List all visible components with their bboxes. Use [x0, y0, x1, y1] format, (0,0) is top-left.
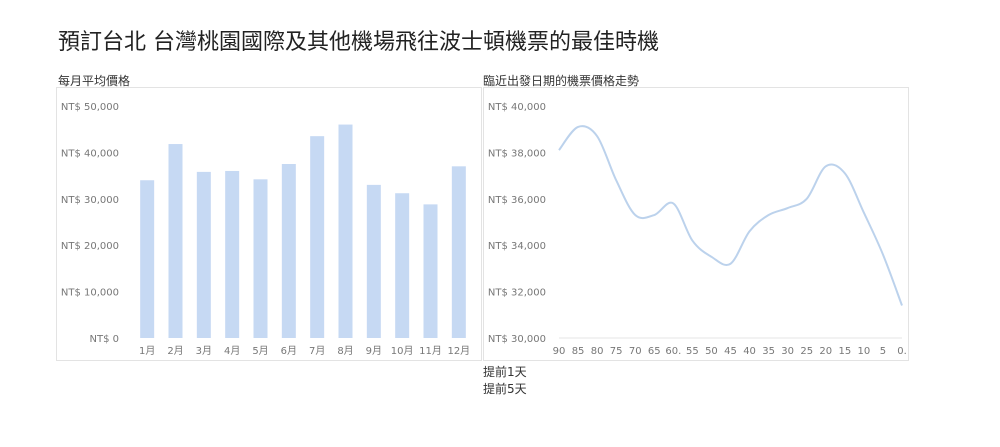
bar-x-tick-label: 11月 — [419, 345, 442, 357]
line-x-tick-label: 0. — [897, 346, 907, 357]
bar-7 — [310, 136, 325, 338]
bar-11 — [423, 204, 438, 338]
page-title: 預訂台北 台灣桃園國際及其他機場飛往波士頓機票的最佳時機 — [58, 30, 659, 55]
bar-8 — [338, 124, 353, 338]
bar-x-tick-label: 5月 — [252, 345, 268, 357]
line-x-tick-label: 50 — [705, 346, 718, 357]
line-x-tick-label: 10 — [858, 346, 871, 357]
bar-x-tick-label: 2月 — [167, 345, 183, 357]
bar-x-tick-label: 6月 — [281, 345, 297, 357]
bar-3 — [196, 171, 211, 338]
bar-y-tick-label: NT$ 40,000 — [61, 148, 119, 159]
price-trend-chart-panel: NT$ 30,000 NT$ 32,000 NT$ 34,000 NT$ 36,000… — [483, 87, 909, 361]
bar-x-tick-label: 4月 — [224, 345, 240, 357]
line-x-tick-label: 80 — [591, 346, 604, 357]
line-x-tick-label: 5 — [880, 346, 886, 357]
line-x-tick-label: 30 — [781, 346, 794, 357]
line-y-tick-label: NT$ 38,000 — [488, 148, 546, 159]
bar-y-tick-label: NT$ 0 — [90, 334, 120, 345]
line-x-tick-label: 45 — [724, 346, 737, 357]
line-x-tick-label: 15 — [838, 346, 851, 357]
line-x-tick-label: 75 — [610, 346, 623, 357]
line-y-tick-label: NT$ 36,000 — [488, 195, 546, 206]
price-trend-line-chart: NT$ 30,000 NT$ 32,000 NT$ 34,000 NT$ 36,000… — [488, 102, 907, 357]
bar-5 — [253, 179, 268, 338]
bar-9 — [366, 184, 381, 338]
bar-x-tick-label: 3月 — [196, 345, 212, 357]
line-x-tick-label: 85 — [572, 346, 585, 357]
bar-x-tick-label: 9月 — [366, 345, 382, 357]
line-x-tick-label: 65 — [648, 346, 661, 357]
bar-y-tick-label: NT$ 50,000 — [61, 102, 119, 113]
bar-x-tick-label: 12月 — [447, 345, 470, 357]
monthly-price-bar-chart: NT$ 0 NT$ 10,000 NT$ 20,000 NT$ 30,000 NT$ 4… — [61, 102, 470, 357]
bar-6 — [281, 164, 296, 338]
footnote-5-days: 提前5天 — [483, 382, 527, 396]
bar-x-tick-label: 1月 — [139, 345, 155, 357]
line-x-tick-label: 55 — [686, 346, 699, 357]
line-x-tick-label: 90 — [553, 346, 566, 357]
line-x-tick-label: 20 — [819, 346, 832, 357]
trend-chart-title: 臨近出發日期的機票價格走勢 — [483, 74, 640, 88]
bar-10 — [395, 193, 410, 338]
bar-2 — [168, 144, 183, 338]
bar-12 — [451, 166, 466, 338]
line-x-tick-label: 60. — [665, 346, 681, 357]
line-x-tick-label: 25 — [800, 346, 813, 357]
footnote-1-day: 提前1天 — [483, 365, 527, 379]
monthly-chart-title: 每月平均價格 — [58, 74, 131, 88]
bar-x-tick-label: 8月 — [337, 345, 353, 357]
monthly-price-chart-panel: NT$ 0 NT$ 10,000 NT$ 20,000 NT$ 30,000 NT$ 4… — [56, 87, 482, 361]
bar-x-tick-label: 10月 — [391, 345, 414, 357]
bar-4 — [225, 170, 240, 338]
line-x-tick-label: 40 — [743, 346, 756, 357]
line-y-tick-label: NT$ 30,000 — [488, 334, 546, 345]
line-y-tick-label: NT$ 34,000 — [488, 241, 546, 252]
bar-x-tick-label: 7月 — [309, 345, 325, 357]
price-trend-line — [558, 125, 903, 306]
bar-y-tick-label: NT$ 20,000 — [61, 241, 119, 252]
line-y-tick-label: NT$ 40,000 — [488, 102, 546, 113]
line-x-tick-label: 35 — [762, 346, 775, 357]
line-x-tick-label: 70 — [629, 346, 642, 357]
bar-y-tick-label: NT$ 30,000 — [61, 195, 119, 206]
bar-1 — [140, 180, 155, 338]
line-y-tick-label: NT$ 32,000 — [488, 288, 546, 299]
bar-y-tick-label: NT$ 10,000 — [61, 288, 119, 299]
